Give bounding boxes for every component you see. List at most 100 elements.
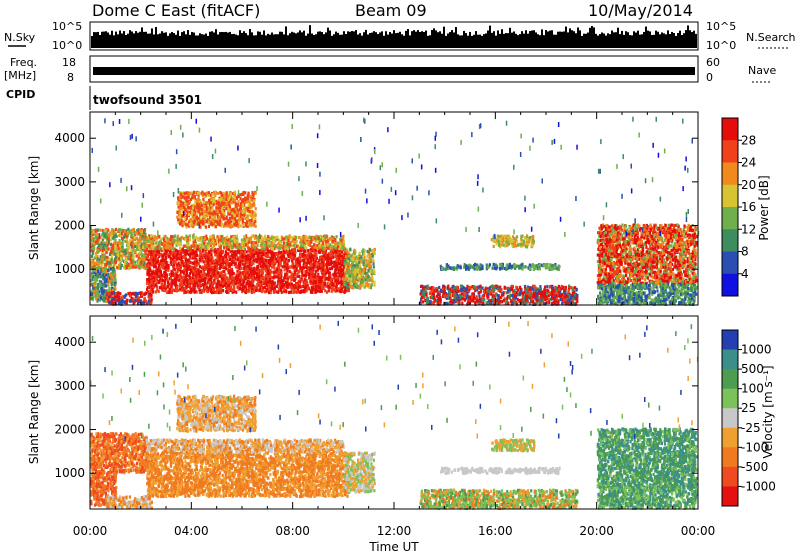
nsky-bar xyxy=(265,35,267,48)
nsky-bar xyxy=(639,35,641,48)
nsky-bar xyxy=(405,31,407,48)
heatmap-cell xyxy=(296,283,298,286)
heatmap-cell xyxy=(154,284,156,287)
heatmap-cell xyxy=(236,242,238,245)
heatmap-cell xyxy=(248,271,250,274)
nsky-bar xyxy=(153,34,155,48)
heatmap-cell xyxy=(334,238,336,241)
heatmap-cell xyxy=(320,263,322,266)
heatmap-cell xyxy=(187,246,189,249)
nsky-bar xyxy=(587,33,589,48)
nsky-bar xyxy=(351,31,353,48)
heatmap-cell xyxy=(179,247,181,250)
nsky-bar xyxy=(663,33,665,48)
heatmap-cell xyxy=(204,279,206,282)
heatmap-cell xyxy=(273,276,275,279)
heatmap-cell xyxy=(131,261,133,264)
heatmap-cell xyxy=(289,243,291,246)
nsky-bar xyxy=(99,35,101,48)
nsky-bar xyxy=(283,34,285,48)
heatmap-cell xyxy=(284,268,286,271)
nsky-bar xyxy=(399,32,401,48)
heatmap-cell xyxy=(158,281,160,284)
heatmap-cell xyxy=(264,235,266,238)
nave-label: Nave xyxy=(748,64,776,77)
heatmap-cell xyxy=(202,278,204,281)
nsky-bar xyxy=(115,32,117,48)
heatmap-cell xyxy=(246,274,248,277)
nsky-bar xyxy=(489,26,491,48)
nsky-bar xyxy=(545,30,547,48)
nsky-bar xyxy=(625,31,627,48)
heatmap-cell xyxy=(327,257,329,260)
heatmap-cell xyxy=(168,255,170,258)
nsky-bar xyxy=(387,35,389,48)
heatmap-cell xyxy=(298,270,300,273)
heatmap-cell xyxy=(292,252,294,255)
heatmap-cell xyxy=(146,288,148,291)
nsky-bar xyxy=(681,35,683,48)
nsky-bar xyxy=(575,33,577,48)
heatmap-cell xyxy=(208,225,210,228)
heatmap-cell xyxy=(268,259,270,262)
nsky-bar xyxy=(645,27,647,48)
heatmap-cell xyxy=(323,255,325,258)
heatmap-cell xyxy=(163,289,165,292)
nsky-bar xyxy=(563,31,565,48)
heatmap-cell xyxy=(223,246,225,249)
heatmap-cell xyxy=(341,242,343,245)
heatmap-cell xyxy=(287,254,289,257)
heatmap-cell xyxy=(245,243,247,246)
heatmap-cell xyxy=(273,267,275,270)
heatmap-cell xyxy=(312,282,314,285)
heatmap-cell xyxy=(251,280,253,283)
heatmap-cell xyxy=(135,231,137,234)
nsky-bar xyxy=(261,35,263,48)
heatmap-cell xyxy=(302,253,304,256)
heatmap-cell xyxy=(143,262,145,265)
heatmap-cell xyxy=(293,279,295,282)
heatmap-cell xyxy=(335,254,337,257)
heatmap-cell xyxy=(90,265,92,268)
heatmap-cell xyxy=(91,236,93,239)
heatmap-cell xyxy=(170,270,172,273)
heatmap-cell xyxy=(236,235,238,238)
nsky-bar xyxy=(469,32,471,48)
nsky-bar xyxy=(181,32,183,48)
nsky-bar xyxy=(507,33,509,48)
nsky-bar xyxy=(117,34,119,48)
heatmap-cell xyxy=(110,238,112,241)
nsky-bar xyxy=(525,30,527,48)
nsky-bar xyxy=(591,26,593,48)
heatmap-cell xyxy=(340,254,342,257)
heatmap-cell xyxy=(237,258,239,261)
heatmap-cell xyxy=(107,283,109,286)
heatmap-cell xyxy=(207,257,209,260)
nsky-bar xyxy=(635,33,637,48)
heatmap-cell xyxy=(327,271,329,274)
heatmap-cell xyxy=(341,287,343,290)
heatmap-cell xyxy=(147,264,149,267)
nsky-bar xyxy=(229,32,231,48)
heatmap-cell xyxy=(261,260,263,263)
nsky-bar xyxy=(585,34,587,48)
nsky-bar xyxy=(113,35,115,48)
nsky-bar xyxy=(185,34,187,48)
heatmap-cell xyxy=(319,276,321,279)
heatmap-cell xyxy=(324,247,326,250)
heatmap-cell xyxy=(205,264,207,267)
heatmap-cell xyxy=(183,281,185,284)
heatmap-cell xyxy=(192,262,194,265)
heatmap-cell xyxy=(342,245,344,248)
heatmap-cell xyxy=(249,288,251,291)
heatmap-cell xyxy=(219,242,221,245)
heatmap-cell xyxy=(208,273,210,276)
nsky-bar xyxy=(451,30,453,48)
nsky-bar xyxy=(165,32,167,48)
heatmap-cell xyxy=(115,261,117,264)
heatmap-cell xyxy=(258,252,260,255)
nsky-bar xyxy=(623,35,625,48)
heatmap-cell xyxy=(307,252,309,255)
nsky-bar xyxy=(205,34,207,48)
heatmap-cell xyxy=(114,288,116,291)
